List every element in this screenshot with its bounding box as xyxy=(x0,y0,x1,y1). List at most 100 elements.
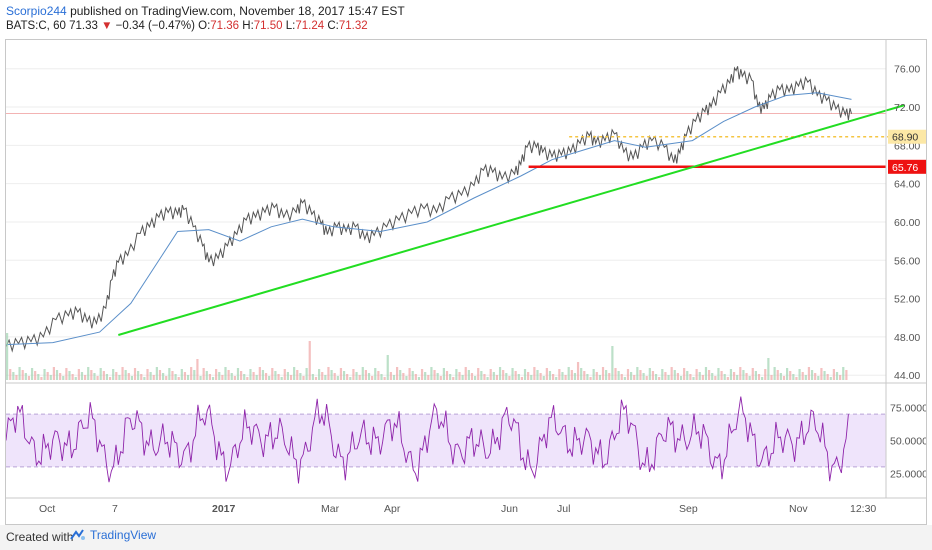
volume-bar xyxy=(321,372,324,380)
resistance-price-tag xyxy=(888,129,926,144)
volume-bar xyxy=(605,370,608,380)
volume-bar xyxy=(314,377,318,380)
volume-bar xyxy=(782,376,786,380)
volume-bar xyxy=(698,372,701,380)
volume-bar xyxy=(124,370,127,380)
volume-bar xyxy=(670,367,673,380)
volume-bar xyxy=(542,376,545,380)
volume-bar xyxy=(327,367,330,380)
volume-bar xyxy=(264,373,268,380)
volume-bar xyxy=(686,371,689,380)
volume-bar xyxy=(614,368,617,380)
volume-bar xyxy=(65,368,68,380)
volume-bar xyxy=(199,376,202,380)
axes: 76.0072.0068.0064.0060.0056.0052.0048.00… xyxy=(6,40,928,515)
volume-bar xyxy=(742,370,745,380)
volume-bar xyxy=(77,369,80,380)
volume-bar xyxy=(389,372,392,380)
volume-bar xyxy=(583,371,586,380)
volume-bar xyxy=(258,367,261,380)
volume-bar xyxy=(140,374,143,380)
volume-bar xyxy=(586,374,589,380)
volume-bar xyxy=(711,373,714,380)
volume-bar xyxy=(249,369,252,380)
volume-bar xyxy=(754,371,757,380)
volume-bar xyxy=(90,370,93,380)
volume-bar xyxy=(346,374,349,380)
time-tick-label: Oct xyxy=(39,503,55,515)
author-name[interactable]: Scorpio244 xyxy=(6,4,67,18)
high-value: 71.50 xyxy=(253,20,283,32)
volume-bar xyxy=(162,373,165,380)
volume-bar xyxy=(408,368,411,380)
volume-bar xyxy=(642,373,645,380)
volume-bar xyxy=(505,373,508,380)
volume-bar xyxy=(358,375,361,380)
volume-bar xyxy=(333,373,336,380)
rsi-tick-label: 25.0000 xyxy=(890,469,926,481)
volume-bar xyxy=(193,370,196,380)
volume-bar xyxy=(24,373,27,380)
volume-bar xyxy=(274,371,277,380)
volume-bar xyxy=(748,376,751,380)
volume-bar xyxy=(495,375,499,380)
volume-bar xyxy=(280,377,283,380)
volume-bar xyxy=(573,373,577,380)
volume-bar xyxy=(283,369,286,380)
volume-bar xyxy=(240,371,243,380)
volume-bar xyxy=(786,368,789,380)
volume-bar xyxy=(608,373,611,380)
volume-bar xyxy=(277,374,280,380)
volume-bar xyxy=(168,368,171,380)
volume-bar xyxy=(461,375,464,380)
volume-bar xyxy=(342,371,346,380)
volume-bar xyxy=(427,375,430,380)
volume-bar xyxy=(530,375,533,380)
volume-bar xyxy=(105,374,109,380)
volume-bar xyxy=(112,369,115,380)
volume-bar xyxy=(764,369,767,380)
volume-bar xyxy=(580,368,583,380)
volume-bar xyxy=(751,368,754,380)
symbol-label: BATS:C, 60 xyxy=(6,20,66,32)
time-tick-label: Mar xyxy=(321,503,340,515)
volume-bar xyxy=(261,370,265,380)
chart-svg[interactable]: 76.0072.0068.0064.0060.0056.0052.0048.00… xyxy=(5,40,928,524)
volume-bar xyxy=(720,371,723,380)
volume-bar xyxy=(243,374,246,380)
volume-bar xyxy=(508,376,511,380)
volume-bar xyxy=(380,374,383,380)
volume-bar xyxy=(27,376,31,380)
volume-bar xyxy=(776,370,779,380)
volume-bar xyxy=(417,377,421,380)
price-change: −0.34 (−0.47%) xyxy=(115,20,195,32)
volume-bar xyxy=(539,373,542,380)
volume-bar xyxy=(558,369,561,380)
volume-bar xyxy=(318,369,321,380)
chart-frame[interactable]: 76.00 72.00 68.00 64.00 60.00 56.00 52.00 48.00… xyxy=(5,39,928,525)
volume-bar xyxy=(452,377,455,380)
volume-bar xyxy=(795,377,798,380)
trendline xyxy=(118,104,905,336)
volume-bar xyxy=(102,371,105,380)
publish-line: Scorpio244 published on TradingView.com,… xyxy=(6,4,405,18)
price-tick-label: 60.00 xyxy=(894,217,920,229)
tradingview-link[interactable]: TradingView xyxy=(70,528,156,542)
volume-bar xyxy=(498,367,502,380)
volume-bar xyxy=(449,374,452,380)
volume-bar xyxy=(654,374,658,380)
close-value: 71.32 xyxy=(338,20,368,32)
volume-bar xyxy=(211,377,215,380)
volume-bar xyxy=(477,368,480,380)
volume-bar xyxy=(645,376,648,380)
volume-bar xyxy=(171,371,174,380)
volume-bar xyxy=(683,368,686,380)
volume-bar xyxy=(679,376,683,380)
volume-bar xyxy=(155,367,158,380)
volume-bar xyxy=(255,375,258,380)
volume-bar xyxy=(165,376,168,380)
volume-bar xyxy=(208,374,211,380)
volume-bar xyxy=(6,333,9,380)
down-arrow-icon: ▼ xyxy=(101,20,113,32)
volume-pane xyxy=(6,333,848,380)
